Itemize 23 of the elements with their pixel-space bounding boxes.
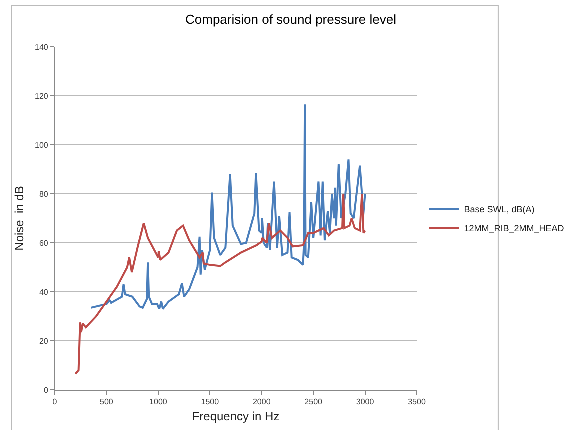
legend-label: Base SWL, dB(A) xyxy=(464,204,535,215)
line-series xyxy=(74,193,366,376)
x-tick-label: 0 xyxy=(52,398,58,407)
x-tick-label: 1000 xyxy=(150,398,168,407)
x-tick-label: 500 xyxy=(100,398,114,407)
legend-label: 12MM_RIB_2MM_HEAD xyxy=(464,224,565,234)
y-tick-label: 140 xyxy=(35,42,49,52)
y-tick-label: 60 xyxy=(39,238,49,248)
chart-title: Comparision of sound pressure level xyxy=(186,12,397,28)
y-axis-title: Noise in dB xyxy=(12,186,26,251)
x-tick-label: 3500 xyxy=(408,398,426,407)
x-tick-label: 2500 xyxy=(304,398,324,407)
y-tick-label: 20 xyxy=(39,336,49,346)
line-series xyxy=(90,104,366,310)
x-tick-label: 3000 xyxy=(356,398,375,407)
y-tick-label: 80 xyxy=(39,190,49,199)
y-tick-label: 0 xyxy=(44,386,49,395)
y-tick-label: 40 xyxy=(39,288,49,297)
x-axis-title: Frequency in Hz xyxy=(192,410,280,424)
x-tick-label: 2000 xyxy=(252,398,272,407)
x-tick-label: 1500 xyxy=(201,398,220,407)
y-tick-label: 120 xyxy=(35,92,49,101)
y-tick-label: 100 xyxy=(35,140,49,150)
